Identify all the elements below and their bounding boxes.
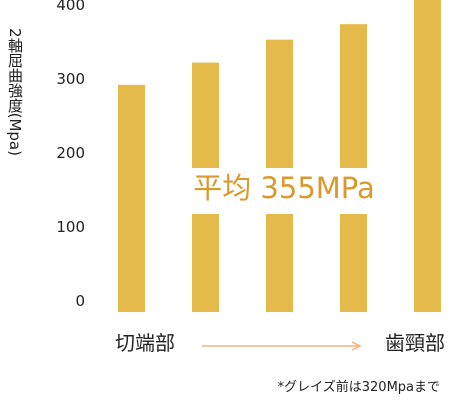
bar — [118, 84, 145, 312]
arrow-head — [351, 341, 362, 351]
y-tick-label: 300 — [56, 70, 85, 88]
bar — [414, 0, 441, 312]
bars — [118, 0, 441, 313]
y-tick-label: 100 — [56, 218, 85, 236]
x-start-label: 切端部 — [115, 331, 175, 355]
y-tick-label: 400 — [56, 0, 85, 14]
y-axis-ticks: 0 100 200 300 400 — [56, 0, 85, 310]
y-axis-label: 2軸屈曲強度(Mpa) — [6, 28, 24, 156]
footnote: *グレイズ前は320Mpaまで — [278, 379, 440, 395]
annotation-band — [160, 168, 410, 214]
x-end-label: 歯頸部 — [385, 331, 445, 355]
y-tick-label: 200 — [56, 144, 85, 162]
average-annotation: 平均 355MPa — [193, 171, 375, 205]
direction-arrow — [202, 341, 362, 351]
y-tick-label: 0 — [75, 292, 85, 310]
